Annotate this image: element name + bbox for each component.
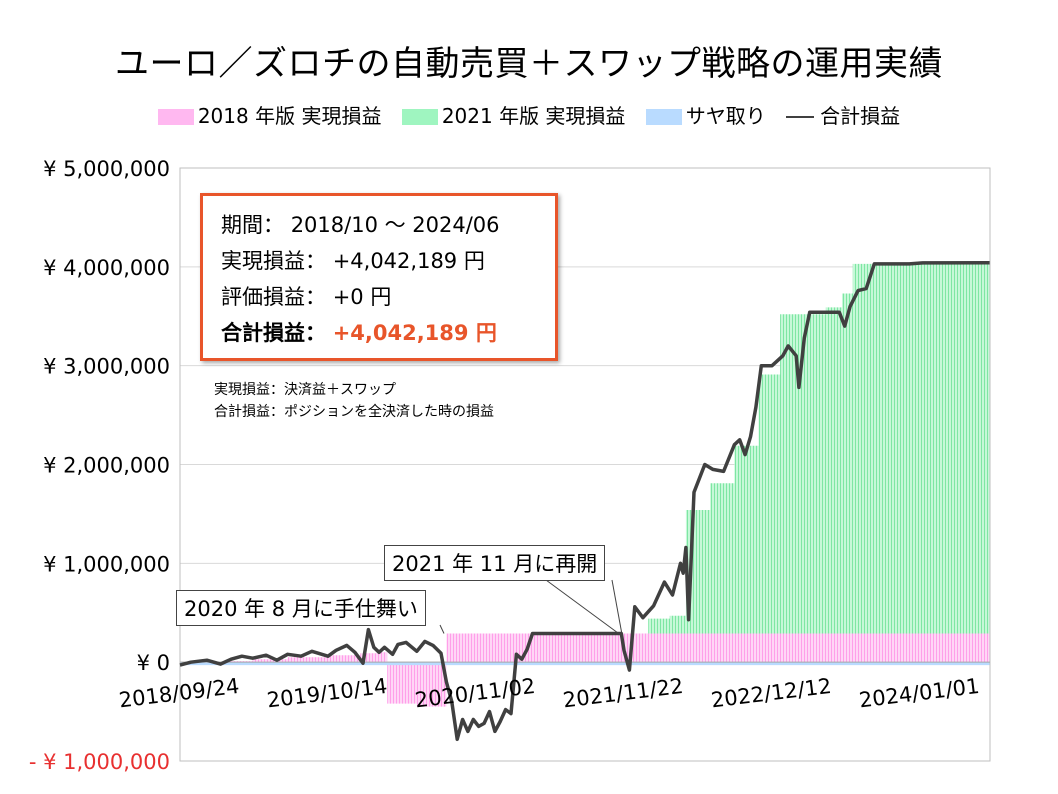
summary-total-value: +4,042,189 円 [332,321,497,345]
y-tick-label-2: ¥ 3,000,000 [43,355,170,379]
line-total [179,260,990,742]
summary-unrealized-value: +0 円 [332,285,392,309]
y-tick-label-4: ¥ 1,000,000 [43,552,170,576]
summary-period-value: 2018/10 ～ 2024/06 [290,213,500,237]
summary-box: 期間： 2018/10 ～ 2024/06 実現損益： +4,042,189 円… [200,193,558,361]
annotation-2021-restart: 2021 年 11 月に再開 [384,545,606,581]
summary-realized-value: +4,042,189 円 [332,249,485,273]
legend-item-sayatori: サヤ取り [645,100,766,129]
x-tick-label-1: 2019/10/14 [266,674,389,713]
summary-period-label: 期間： [221,213,284,237]
legend-item-2021: 2021 年版 実現損益 [401,100,626,129]
x-tick-label-5: 2024/01/01 [858,674,981,713]
summary-realized-label: 実現損益： [221,249,326,273]
legend: 2018 年版 実現損益 2021 年版 実現損益 サヤ取り 合計損益 [0,100,1058,129]
y-tick-label-5: ¥ 0 [137,651,170,675]
legend-item-2018: 2018 年版 実現損益 [157,100,382,129]
y-tick-label-1: ¥ 4,000,000 [43,256,170,280]
legend-item-total: 合計損益 [786,100,900,129]
legend-swatch-2018 [157,109,194,125]
area-2018 [180,633,990,707]
pointer-2021-restart [545,579,621,635]
axes [179,167,991,762]
legend-label-2018: 2018 年版 実現損益 [197,104,382,128]
definition-total: 合計損益：ポジションを全決済した時の損益 [214,404,494,420]
line-series [179,260,990,742]
summary-period-row: 期間： 2018/10 ～ 2024/06 [221,207,555,243]
plot-border [179,167,991,762]
legend-label-sayatori: サヤ取り [685,104,766,128]
legend-line-total [786,116,815,118]
area-series [180,262,990,707]
legend-swatch-sayatori [645,109,682,125]
area-2021 [624,262,990,634]
x-tick-label-4: 2022/12/12 [710,674,833,713]
x-tick-label-0: 2018/09/24 [118,674,241,713]
definition-realized: 実現損益：決済益＋スワップ [214,382,396,398]
summary-total-label: 合計損益： [221,321,326,345]
x-tick-label-3: 2021/11/22 [562,674,685,713]
annotation-pointers [439,579,623,635]
y-tick-label-3: ¥ 2,000,000 [43,454,170,478]
pointer-2021-restart-b [611,579,623,635]
legend-label-total: 合計損益 [820,104,901,128]
legend-swatch-2021 [401,109,438,125]
annotation-2020-close: 2020 年 8 月に手仕舞い [176,590,426,626]
summary-realized-row: 実現損益： +4,042,189 円 [221,243,555,279]
pointer-2020-close [439,624,445,634]
chart-title: ユーロ／ズロチの自動売買＋スワップ戦略の運用実績 [115,44,943,84]
area-sayatori [180,662,990,666]
x-axis-labels: 2018/09/24 2019/10/14 2020/11/02 2021/11/22… [118,674,981,713]
summary-unrealized-row: 評価損益： +0 円 [221,279,555,315]
legend-label-2021: 2021 年版 実現損益 [441,104,626,128]
definitions: 実現損益：決済益＋スワップ 合計損益：ポジションを全決済した時の損益 [214,379,494,423]
y-axis-labels: ¥ 5,000,000 ¥ 4,000,000 ¥ 3,000,000 ¥ 2,000… [29,157,170,774]
summary-unrealized-label: 評価損益： [221,285,326,309]
y-tick-label-6: - ¥ 1,000,000 [29,750,170,774]
y-tick-label-0: ¥ 5,000,000 [43,157,170,181]
summary-total-row: 合計損益： +4,042,189 円 [221,315,555,351]
